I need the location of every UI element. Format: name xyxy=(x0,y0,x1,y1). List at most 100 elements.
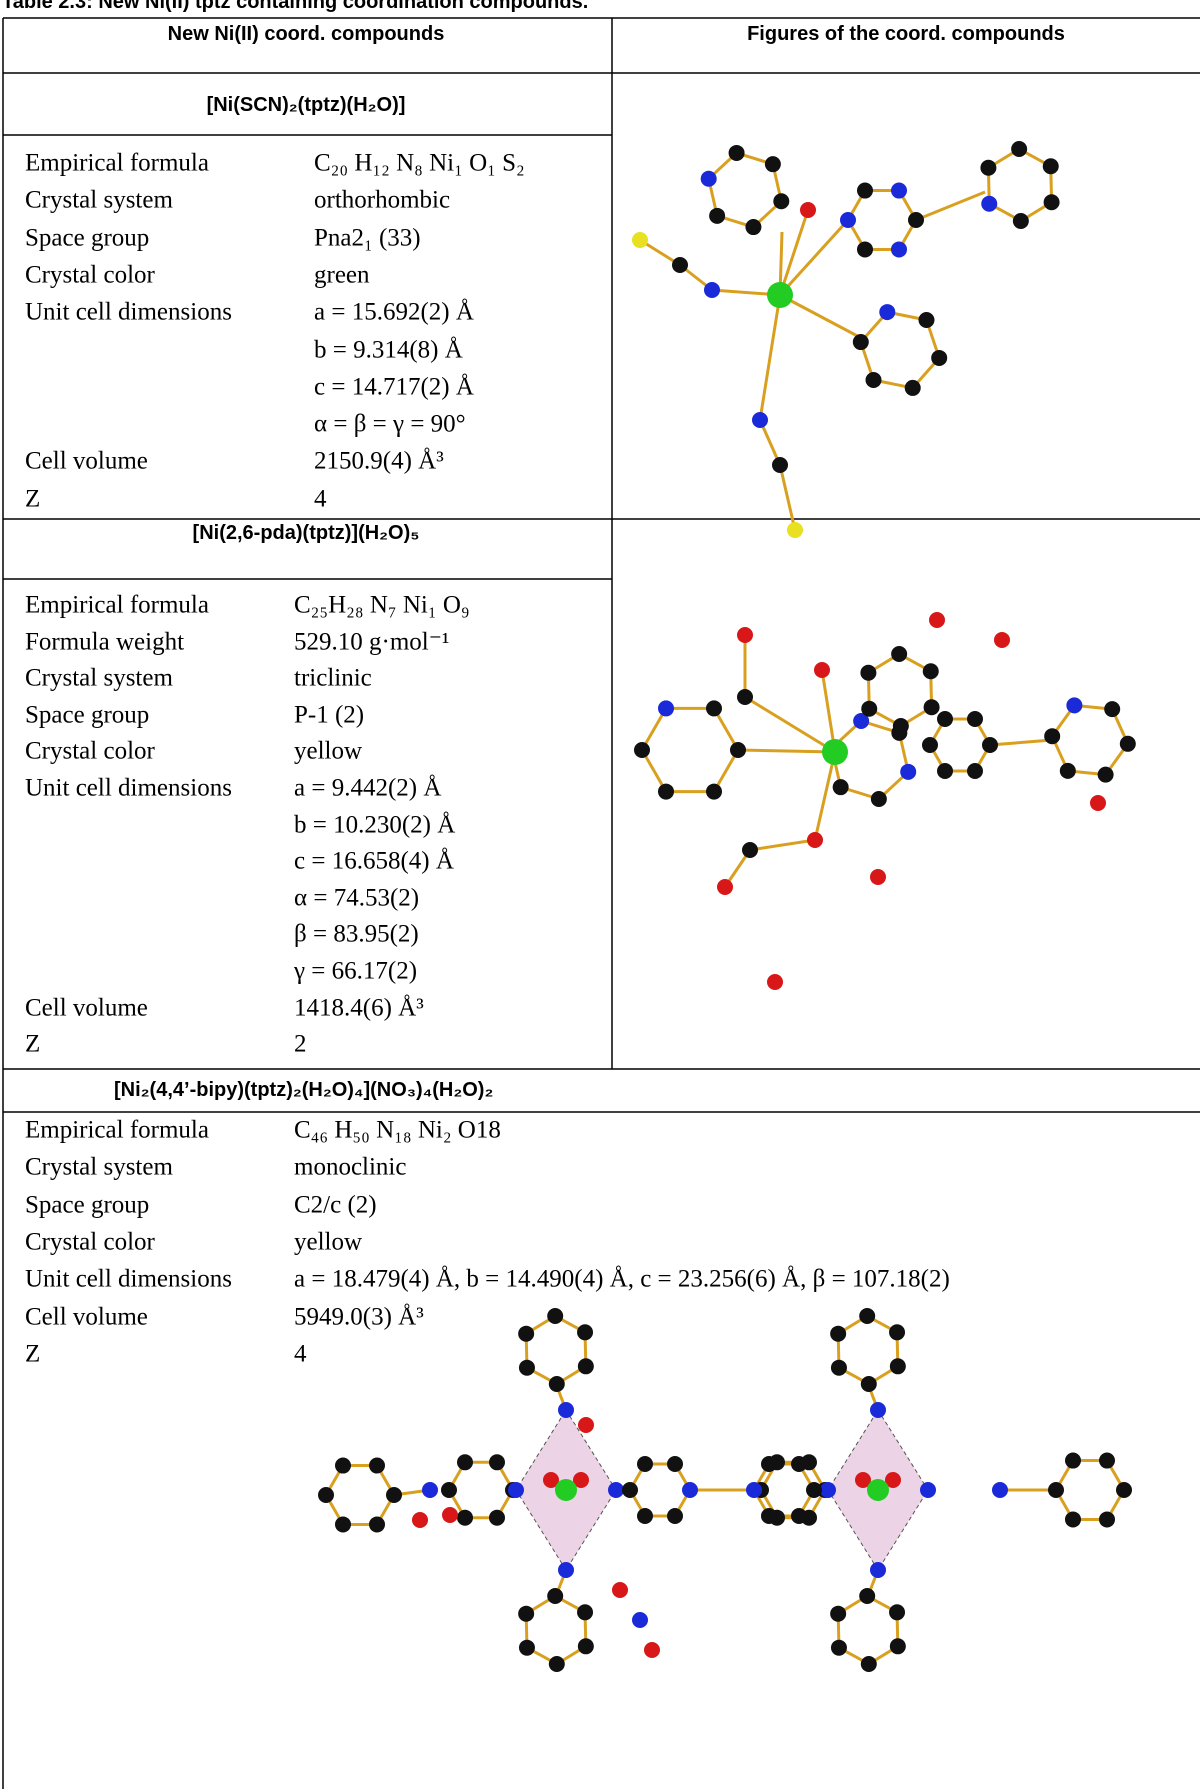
property-label: Space group xyxy=(25,1192,149,1217)
atom xyxy=(929,612,945,628)
atom xyxy=(637,1456,653,1472)
atom xyxy=(577,1604,593,1620)
atom xyxy=(519,1360,535,1376)
atom xyxy=(994,632,1010,648)
atom xyxy=(549,1376,565,1392)
atom xyxy=(773,193,789,209)
atom xyxy=(622,1482,638,1498)
atom xyxy=(853,334,869,350)
atom xyxy=(891,241,907,257)
atom xyxy=(857,241,873,257)
atom xyxy=(632,1612,648,1628)
property-value: 2150.9(4) Å³ xyxy=(314,449,444,474)
atom xyxy=(558,1562,574,1578)
atom xyxy=(1099,1511,1115,1527)
compound-name: [Ni(2,6-pda)(tptz)](H₂O)₅ xyxy=(0,523,612,543)
bond xyxy=(738,750,835,752)
atom xyxy=(1043,158,1059,174)
property-value: 2 xyxy=(294,1032,307,1057)
property-label: Z xyxy=(25,1341,40,1366)
property-value: 529.10 g·mol⁻¹ xyxy=(294,629,449,654)
atom xyxy=(489,1510,505,1526)
atom xyxy=(632,232,648,248)
property-label: Crystal color xyxy=(25,262,155,287)
atom xyxy=(1090,795,1106,811)
atom xyxy=(742,842,758,858)
property-label: Empirical formula xyxy=(25,1118,209,1143)
property-value: 1418.4(6) Å³ xyxy=(294,995,424,1020)
atom xyxy=(519,1640,535,1656)
atom xyxy=(787,522,803,538)
atom xyxy=(1065,1453,1081,1469)
property-value: C₂₀ H₁₂ N₈ Ni₁ O₁ S₂ xyxy=(314,151,525,176)
atom xyxy=(831,1360,847,1376)
atom xyxy=(890,1358,906,1374)
atom xyxy=(918,312,934,328)
atom xyxy=(667,1508,683,1524)
atom xyxy=(807,832,823,848)
property-label: Unit cell dimensions xyxy=(25,300,232,325)
atom xyxy=(1116,1482,1132,1498)
atom xyxy=(822,739,848,765)
atom xyxy=(981,196,997,212)
property-value: green xyxy=(314,262,370,287)
atom xyxy=(866,372,882,388)
compound-name: [Ni(SCN)₂(tptz)(H₂O)] xyxy=(0,95,612,115)
property-value: a = 9.442(2) Å xyxy=(294,776,441,801)
property-label: Crystal system xyxy=(25,1155,173,1180)
atom xyxy=(861,1656,877,1672)
property-value: C2/c (2) xyxy=(294,1192,377,1217)
atom xyxy=(335,1458,351,1474)
atom xyxy=(967,763,983,779)
atom xyxy=(889,1604,905,1620)
property-value: Pna2₁ (33) xyxy=(314,225,421,250)
property-value: 4 xyxy=(314,486,327,511)
atom xyxy=(761,1456,777,1472)
atom xyxy=(386,1487,402,1503)
atom xyxy=(658,784,674,800)
property-label: Z xyxy=(25,1032,40,1057)
atom xyxy=(1104,701,1120,717)
atom xyxy=(369,1516,385,1532)
atom xyxy=(800,202,816,218)
atom xyxy=(861,701,877,717)
property-value: C₄₆ H₅₀ N₁₈ Ni₂ O18 xyxy=(294,1118,501,1143)
atom xyxy=(860,665,876,681)
atom xyxy=(457,1454,473,1470)
atom xyxy=(457,1510,473,1526)
atom xyxy=(923,663,939,679)
bond xyxy=(815,752,835,840)
bond xyxy=(990,740,1052,745)
table-art xyxy=(0,0,1200,1789)
atom xyxy=(870,1562,886,1578)
bond xyxy=(750,840,815,850)
property-label: Cell volume xyxy=(25,449,148,474)
bond xyxy=(780,210,808,295)
atom xyxy=(1044,194,1060,210)
atom xyxy=(1099,1453,1115,1469)
atom xyxy=(840,212,856,228)
atom xyxy=(924,699,940,715)
atom xyxy=(578,1638,594,1654)
atom xyxy=(608,1482,624,1498)
atom xyxy=(820,1482,836,1498)
property-label: Crystal color xyxy=(25,1229,155,1254)
atom xyxy=(893,718,909,734)
atom xyxy=(745,219,761,235)
atom xyxy=(706,784,722,800)
column-header: New Ni(II) coord. compounds xyxy=(0,24,612,44)
property-label: Empirical formula xyxy=(25,593,209,618)
property-label: Crystal system xyxy=(25,666,173,691)
property-value: orthorhombic xyxy=(314,188,450,213)
atom xyxy=(737,689,753,705)
atom xyxy=(767,282,793,308)
atom xyxy=(644,1642,660,1658)
property-label: Space group xyxy=(25,702,149,727)
property-value: yellow xyxy=(294,739,362,764)
atom xyxy=(1060,763,1076,779)
property-value: triclinic xyxy=(294,666,372,691)
atom xyxy=(682,1482,698,1498)
atom xyxy=(578,1358,594,1374)
atom xyxy=(1066,697,1082,713)
bond xyxy=(780,295,865,340)
